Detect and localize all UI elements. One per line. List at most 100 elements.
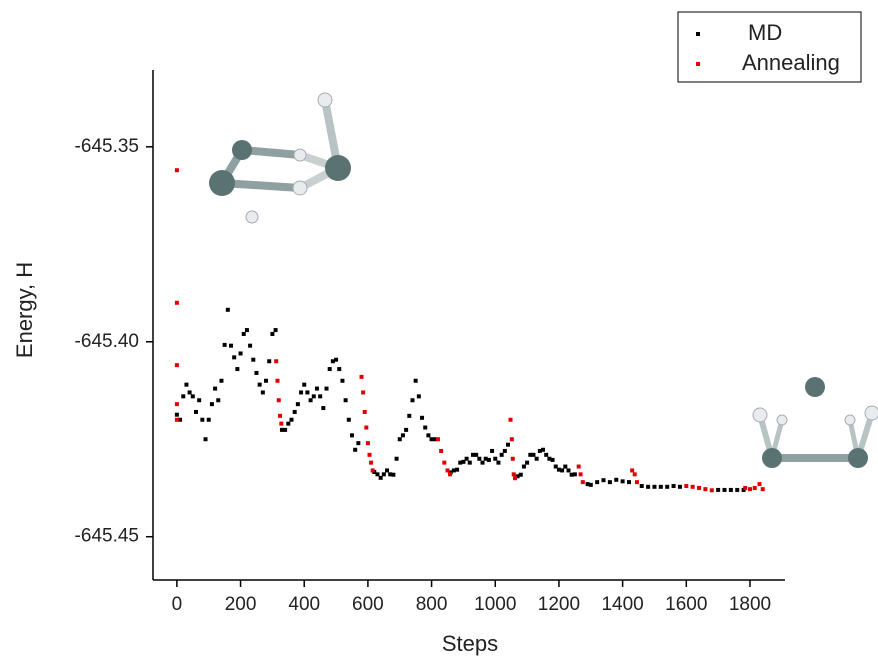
point xyxy=(404,428,408,432)
point xyxy=(395,457,399,461)
point xyxy=(635,480,639,484)
point xyxy=(439,449,443,453)
point xyxy=(181,394,185,398)
point xyxy=(678,485,682,489)
point xyxy=(219,379,223,383)
x-tick-label: 600 xyxy=(352,594,384,615)
point xyxy=(360,375,364,379)
point xyxy=(278,414,282,418)
point xyxy=(602,478,606,482)
point xyxy=(691,485,695,489)
point xyxy=(525,461,529,465)
point xyxy=(261,390,265,394)
point xyxy=(513,476,517,480)
point xyxy=(188,390,192,394)
point xyxy=(356,441,360,445)
point xyxy=(293,410,297,414)
point xyxy=(315,387,319,391)
x-tick-label: 1600 xyxy=(665,594,707,615)
point xyxy=(407,414,411,418)
point xyxy=(710,488,714,492)
point xyxy=(200,418,204,422)
point xyxy=(274,328,278,332)
x-tick-label: 1800 xyxy=(729,594,771,615)
x-tick-label: 800 xyxy=(416,594,448,615)
point xyxy=(522,465,526,469)
point xyxy=(254,371,258,375)
y-tick-label: -645.40 xyxy=(75,331,139,352)
point xyxy=(191,394,195,398)
point xyxy=(223,343,227,347)
point xyxy=(493,457,497,461)
point xyxy=(511,457,515,461)
point xyxy=(503,449,507,453)
point xyxy=(672,484,676,488)
point xyxy=(627,480,631,484)
point xyxy=(382,472,386,476)
point xyxy=(232,355,236,359)
point xyxy=(264,379,268,383)
point xyxy=(344,398,348,402)
point xyxy=(204,437,208,441)
point xyxy=(595,480,599,484)
point xyxy=(541,448,545,452)
point xyxy=(646,485,650,489)
point xyxy=(325,387,329,391)
point xyxy=(270,332,274,336)
point xyxy=(684,484,688,488)
point xyxy=(267,359,271,363)
point xyxy=(573,472,577,476)
legend-marker xyxy=(696,32,700,36)
point xyxy=(630,468,634,472)
y-tick-label: -645.35 xyxy=(75,136,139,157)
point xyxy=(608,480,612,484)
point xyxy=(216,398,220,402)
point xyxy=(375,472,379,476)
point xyxy=(579,472,583,476)
point xyxy=(448,472,452,476)
point xyxy=(614,478,618,482)
y-tick-label: -645.45 xyxy=(75,526,139,547)
point xyxy=(496,461,500,465)
point xyxy=(735,488,739,492)
point xyxy=(369,461,373,465)
point xyxy=(481,461,485,465)
point xyxy=(423,426,427,430)
point xyxy=(210,402,214,406)
point xyxy=(519,473,523,477)
point xyxy=(239,351,243,355)
point xyxy=(640,484,644,488)
point xyxy=(350,433,354,437)
point xyxy=(245,328,249,332)
x-tick-label: 0 xyxy=(172,594,183,615)
point xyxy=(274,359,278,363)
point xyxy=(753,486,757,490)
point xyxy=(197,398,201,402)
point xyxy=(566,468,570,472)
point xyxy=(353,448,357,452)
point xyxy=(581,480,585,484)
point xyxy=(665,485,669,489)
point xyxy=(296,402,300,406)
point xyxy=(368,453,372,457)
point xyxy=(248,344,252,348)
point xyxy=(589,483,593,487)
point xyxy=(242,332,246,336)
point xyxy=(703,487,707,491)
point xyxy=(361,390,365,394)
point xyxy=(487,458,491,462)
molecule-bottom xyxy=(753,377,878,468)
point xyxy=(312,394,316,398)
point xyxy=(446,468,450,472)
point xyxy=(509,418,513,422)
molecule-top xyxy=(209,93,351,223)
point xyxy=(235,367,239,371)
point xyxy=(321,406,325,410)
point xyxy=(414,379,418,383)
point xyxy=(366,441,370,445)
point xyxy=(398,437,402,441)
point xyxy=(175,402,179,406)
legend-label: Annealing xyxy=(742,50,840,75)
point xyxy=(385,468,389,472)
point xyxy=(302,383,306,387)
